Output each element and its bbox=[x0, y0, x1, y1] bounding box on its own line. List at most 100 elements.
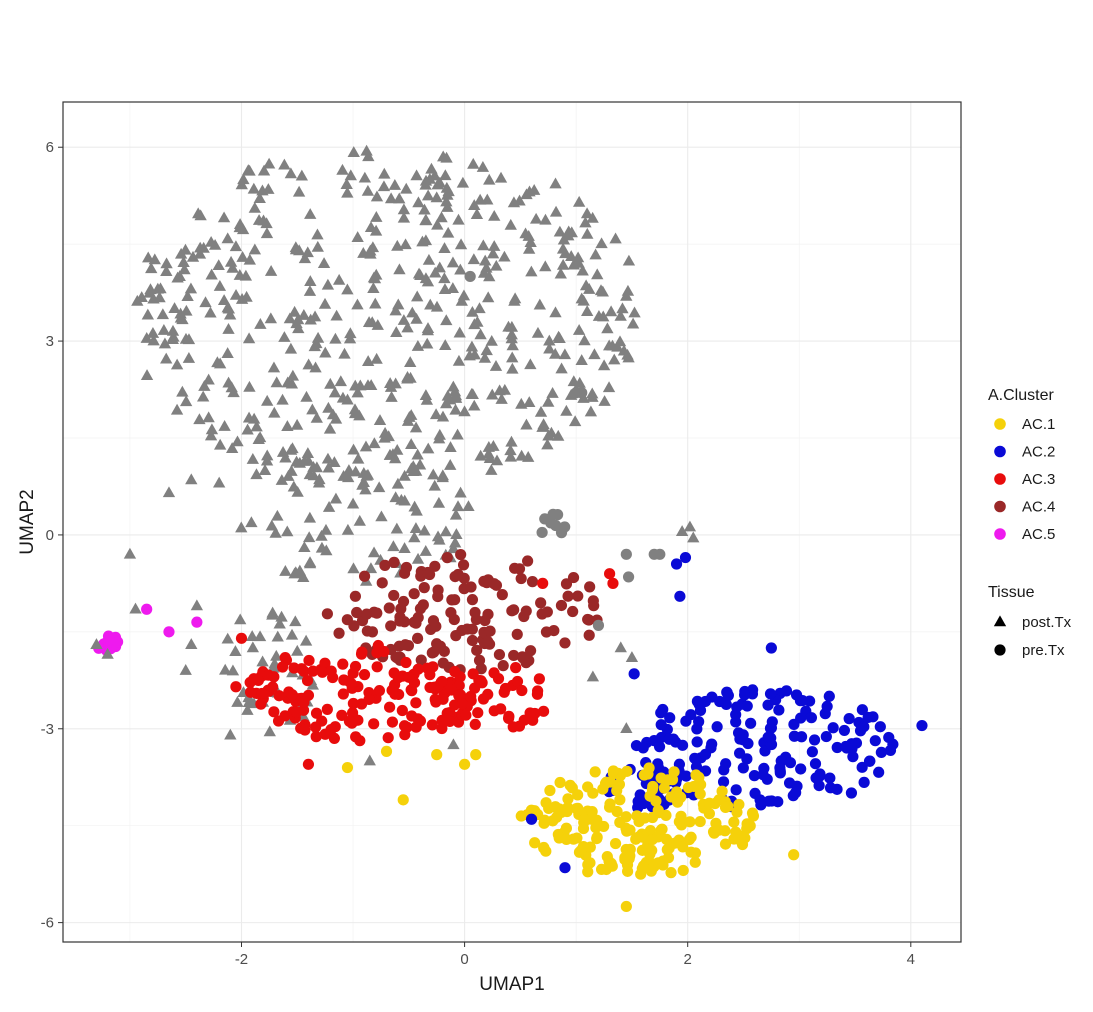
post-tx-point bbox=[235, 293, 249, 304]
post-tx-point bbox=[235, 178, 248, 190]
pre-tx-point bbox=[809, 758, 822, 770]
post-tx-point bbox=[129, 602, 142, 614]
pre-tx-point bbox=[831, 741, 843, 754]
pre-tx-point bbox=[272, 715, 285, 727]
post-tx-point bbox=[353, 514, 366, 526]
pre-tx-point bbox=[493, 648, 506, 661]
pre-tx-point bbox=[371, 661, 383, 673]
post-tx-point bbox=[446, 256, 460, 268]
pre-tx-point bbox=[478, 575, 490, 587]
post-tx-point bbox=[609, 232, 622, 244]
post-tx-point bbox=[243, 164, 256, 176]
pre-tx-point bbox=[690, 761, 703, 773]
pre-tx-point bbox=[656, 823, 668, 835]
post-tx-point bbox=[389, 377, 402, 389]
post-tx-point bbox=[334, 375, 347, 387]
pre-tx-point bbox=[400, 656, 412, 669]
post-tx-point bbox=[421, 324, 434, 336]
pre-tx-point bbox=[470, 613, 482, 626]
pre-tx-point bbox=[764, 722, 777, 734]
pre-tx-point bbox=[511, 628, 523, 640]
post-tx-point bbox=[537, 420, 550, 432]
legend-swatch-post-tx bbox=[993, 615, 1007, 627]
pre-tx-point bbox=[347, 697, 359, 710]
post-tx-point bbox=[330, 309, 343, 321]
pre-tx-point bbox=[398, 567, 411, 579]
post-tx-point bbox=[560, 404, 573, 416]
post-tx-point bbox=[423, 172, 437, 184]
post-tx-point bbox=[390, 522, 404, 534]
pre-tx-point bbox=[411, 632, 424, 644]
pre-tx-point bbox=[562, 793, 574, 805]
post-tx-point bbox=[284, 342, 298, 354]
pre-tx-point bbox=[290, 706, 303, 718]
post-tx-point bbox=[440, 397, 453, 409]
pre-tx-point bbox=[862, 711, 874, 724]
post-tx-point bbox=[298, 252, 312, 264]
post-tx-point bbox=[450, 528, 463, 540]
post-tx-point bbox=[539, 213, 552, 225]
pre-tx-point bbox=[838, 724, 850, 737]
post-tx-point bbox=[241, 423, 254, 435]
post-tx-point bbox=[246, 452, 259, 464]
post-tx-point bbox=[554, 267, 567, 279]
legend-label-cluster: AC.5 bbox=[1022, 526, 1055, 543]
post-tx-point bbox=[447, 542, 460, 554]
post-tx-point bbox=[297, 308, 311, 320]
post-tx-point bbox=[446, 282, 460, 294]
pre-tx-point bbox=[858, 721, 870, 733]
post-tx-point bbox=[543, 334, 556, 346]
post-tx-point bbox=[556, 258, 570, 270]
pre-tx-point bbox=[614, 816, 626, 828]
pre-tx-point bbox=[428, 681, 440, 693]
pre-tx-point bbox=[298, 696, 310, 708]
post-tx-point bbox=[368, 437, 381, 449]
pre-tx-point bbox=[746, 807, 759, 819]
pre-tx-point bbox=[737, 734, 749, 746]
post-tx-point bbox=[349, 379, 362, 391]
post-tx-point bbox=[406, 306, 419, 318]
pre-tx-point bbox=[538, 841, 550, 854]
post-tx-point bbox=[179, 243, 192, 255]
post-tx-point bbox=[256, 655, 269, 667]
pre-tx-point bbox=[699, 695, 712, 708]
post-tx-point bbox=[242, 332, 256, 344]
post-tx-point bbox=[525, 265, 538, 277]
post-tx-point bbox=[185, 473, 198, 485]
pre-tx-point bbox=[719, 801, 732, 814]
post-tx-point bbox=[176, 385, 189, 397]
post-tx-point bbox=[436, 410, 450, 422]
post-tx-point bbox=[218, 419, 231, 431]
pre-tx-point bbox=[689, 856, 701, 868]
post-tx-point bbox=[229, 288, 243, 300]
post-tx-point bbox=[485, 464, 498, 475]
pre-tx-point bbox=[341, 761, 354, 774]
post-tx-point bbox=[221, 301, 234, 313]
pre-tx-point bbox=[418, 582, 430, 594]
pre-tx-point bbox=[363, 693, 375, 705]
pre-tx-point bbox=[609, 837, 622, 850]
post-tx-point bbox=[270, 376, 283, 388]
pre-tx-point bbox=[440, 713, 453, 725]
post-tx-point bbox=[356, 478, 369, 490]
post-tx-point bbox=[398, 469, 411, 481]
pre-tx-point bbox=[561, 805, 573, 818]
post-tx-point bbox=[552, 429, 565, 441]
post-tx-point bbox=[478, 351, 492, 363]
pre-tx-point bbox=[424, 669, 436, 681]
pre-tx-point bbox=[677, 864, 689, 877]
post-tx-point bbox=[341, 283, 354, 295]
pre-tx-point bbox=[441, 552, 453, 564]
post-tx-point bbox=[480, 261, 493, 273]
post-tx-point bbox=[490, 259, 503, 271]
post-tx-point bbox=[315, 529, 328, 541]
pre-tx-point bbox=[376, 577, 388, 589]
pre-tx-point bbox=[621, 765, 633, 777]
post-tx-point bbox=[162, 486, 176, 498]
post-tx-point bbox=[543, 342, 556, 354]
pre-tx-point bbox=[716, 785, 728, 797]
post-tx-point bbox=[343, 332, 357, 344]
pre-tx-point bbox=[559, 637, 571, 649]
pre-tx-point bbox=[373, 685, 386, 697]
post-tx-point bbox=[448, 385, 462, 397]
